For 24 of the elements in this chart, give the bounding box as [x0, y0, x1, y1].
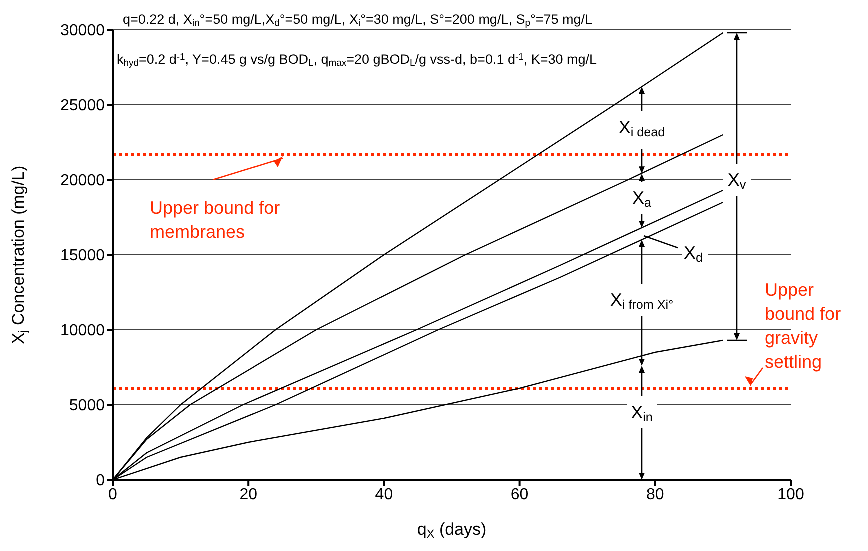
annotation: X$_{i dead}$ [618, 118, 666, 140]
y-tick-label: 0 [96, 472, 106, 490]
x-tick-label: 100 [778, 486, 804, 504]
annotation: X$_{i from Xi°}$ [610, 290, 674, 312]
y-tick-label: 10000 [60, 322, 106, 340]
x-tick-label: 0 [108, 486, 118, 504]
annotation: X$_{v}$ [728, 170, 747, 192]
ref-line-label: Upper bound for gravity settling [765, 280, 842, 372]
x-tick-label: 20 [240, 486, 258, 504]
y-tick-label: 5000 [69, 398, 106, 415]
x-tick-label: 60 [510, 486, 529, 504]
x-tick-label: 40 [375, 486, 394, 504]
y-tick-label: 15000 [60, 248, 106, 265]
y-tick-label: 30000 [60, 22, 106, 40]
annotation: X$_{a}$ [632, 188, 652, 210]
x-tick-label: 80 [646, 486, 664, 504]
y-tick-label: 20000 [60, 172, 106, 190]
ref-line-label: Upper bound for membranes [150, 198, 280, 242]
y-tick-label: 25000 [60, 98, 106, 115]
text: q=0.22 d, X$_{in}$°=50 mg/L,X$_{d}$°=50 mg/L, X$_{i}$°=30 mg/L, S°=200 mg/L, S$_{p}$°=75 mg/L [123, 12, 593, 30]
annotation: X$_{d}$ [684, 243, 704, 266]
text: k$_{hyd}$=0.2 d$^{-1}$, Y=0.45 g vs/g BOD$_{L}$, q$_{max}$=20 gBOD$_{L}$/g vss-d, b=0.1 d$^{-1}$, K=30 mg/L [117, 52, 598, 70]
x-axis-title: q$_{X}$ (days) [417, 520, 487, 541]
annotation: X$_{in}$ [631, 402, 653, 425]
